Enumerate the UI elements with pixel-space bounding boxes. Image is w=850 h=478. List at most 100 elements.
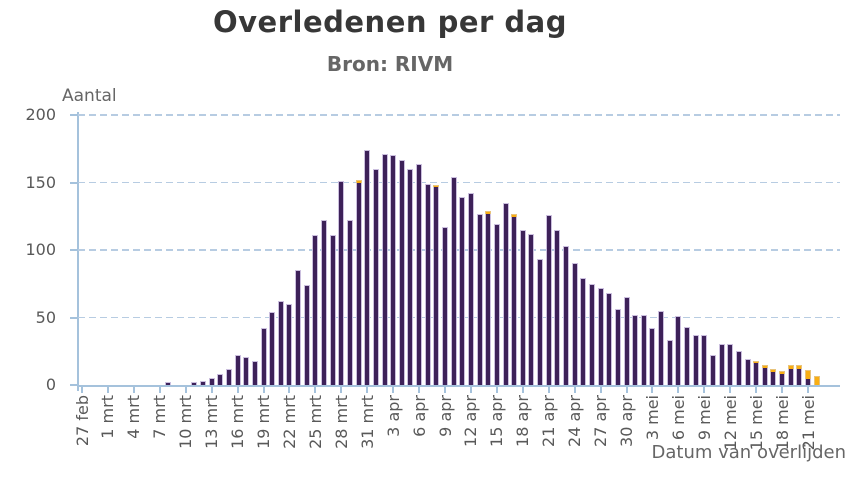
x-axis-tick [495,387,498,393]
bar-31-mrt [364,150,371,385]
bar-2-apr [381,154,388,385]
y-axis-tick [70,181,78,184]
bar-16-mei [761,365,768,385]
x-axis-tick [703,387,706,393]
bar-6-apr [416,164,423,385]
bar-22-mei [813,376,820,385]
bar-27-mrt [329,235,336,385]
x-axis-tick [262,387,265,393]
bar-11-mei [718,344,725,385]
bar-2-mei [640,315,647,385]
x-tick-label: 18 mei [772,395,792,451]
x-tick-label: 15 apr [487,395,507,447]
bar-19-apr [528,234,535,385]
bar-highlight-segment [433,185,440,187]
y-tick-label: 0 [45,375,56,394]
x-tick-label: 18 apr [513,395,533,447]
x-axis-tick [158,387,161,393]
x-tick-label: 28 mrt [331,395,351,449]
bar-26-mrt [321,220,327,385]
bar-8-apr [433,185,440,385]
bar-20-apr [537,259,544,385]
x-axis-tick [444,387,446,393]
bar-14-mei [744,359,751,385]
x-axis-tick [366,387,369,393]
x-axis-tick [469,387,472,393]
bar-3-mei [649,328,656,385]
x-tick-label: 12 mei [720,395,740,451]
bar-17-mrt [243,357,250,385]
x-tick-label: 9 apr [435,395,455,437]
bar-29-mrt [346,220,353,385]
x-axis-tick [781,387,784,393]
bar-18-apr [519,230,526,385]
bar-highlight-segment [813,376,820,385]
x-axis-tick [184,387,187,393]
bar-highlight-segment [355,180,362,183]
x-tick-label: 9 mei [694,395,714,441]
x-axis-tick [677,387,680,393]
x-axis-tick [314,387,317,393]
x-axis-tick [106,387,109,393]
x-axis-tick [521,387,524,393]
x-tick-label: 21 mei [798,395,818,451]
bar-10-mei [709,355,716,385]
bar-14-apr [485,211,492,385]
x-tick-label: 10 mrt [176,395,196,449]
x-axis-tick [81,387,83,393]
x-axis-tick [210,387,213,393]
bar-18-mrt [251,361,258,385]
bar-26-apr [588,284,595,385]
bar-highlight-segment [770,369,777,372]
x-axis-tick [599,387,602,393]
bar-19-mrt [260,328,267,385]
bar-9-apr [442,227,448,385]
bar-16-apr [502,203,509,385]
bar-21-apr [545,215,552,385]
bar-7-apr [424,184,431,385]
x-axis-tick [729,387,732,393]
bar-20-mei [796,365,803,385]
bar-18-mei [779,371,786,385]
x-tick-label: 3 mei [642,395,662,441]
bar-1-apr [372,169,379,385]
bar-27-apr [597,288,604,385]
bar-19-mei [787,365,794,385]
bar-4-apr [398,160,405,385]
x-tick-label: 6 mei [668,395,688,441]
plot-area [78,114,840,387]
x-tick-label: 19 mrt [254,395,273,449]
bar-15-apr [493,224,500,385]
x-tick-label: 13 mrt [202,395,222,449]
bar-12-mrt [200,381,206,385]
x-axis-tick [392,387,395,393]
x-tick-label: 4 mrt [124,395,144,439]
y-tick-label: 150 [25,172,56,192]
x-tick-label: 21 apr [539,395,559,447]
y-axis-tick [70,316,78,319]
bar-17-mei [770,369,777,385]
x-tick-label: 16 mrt [228,395,248,449]
x-tick-label: 27 apr [591,395,611,447]
bar-13-mei [735,351,742,385]
bar-28-mrt [338,181,345,385]
x-axis-tick [132,387,135,393]
bar-12-mei [727,344,734,385]
x-axis-tick [418,387,421,393]
bar-24-mrt [303,285,310,385]
bar-23-apr [563,246,569,385]
bar-24-apr [571,263,578,385]
chart-title: Overledenen per dag [212,5,568,39]
bar-5-apr [407,169,414,385]
x-axis-tick [651,387,654,393]
x-tick-label: 12 apr [461,395,481,447]
bar-11-apr [459,197,466,385]
x-axis-tick [755,387,758,393]
bar-highlight-segment [761,365,768,368]
bar-highlight-segment [511,214,518,217]
bar-21-mrt [277,301,284,385]
bar-9-mei [701,335,708,385]
bar-13-apr [476,214,483,385]
bar-8-mrt [165,382,172,385]
bar-11-mrt [191,382,198,385]
